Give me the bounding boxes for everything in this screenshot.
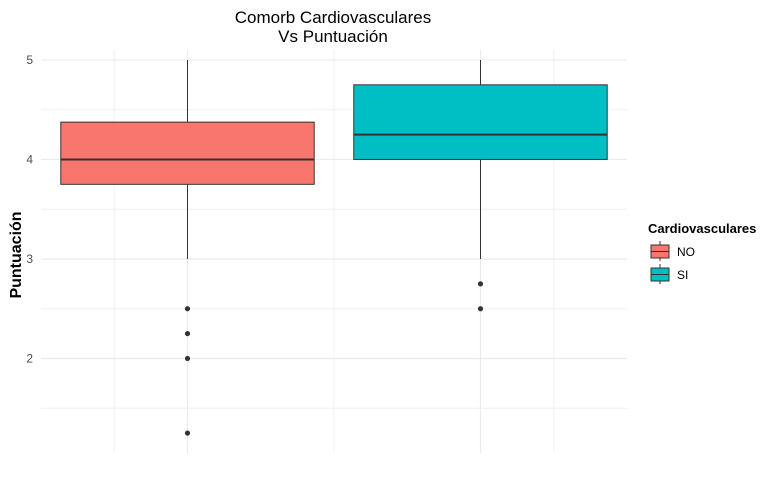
chart-title: Comorb Cardiovasculares	[235, 8, 432, 27]
legend-label: NO	[677, 245, 695, 259]
legend-item-si: SI	[650, 264, 688, 284]
outlier-point	[477, 281, 484, 287]
y-tick-label: 2	[26, 351, 33, 365]
box-iqr	[60, 121, 315, 185]
y-tick-label: 4	[26, 152, 33, 166]
legend-title: Cardiovasculares	[648, 221, 756, 236]
box-group-no	[60, 59, 315, 436]
legend: Cardiovasculares NO SI	[648, 221, 756, 284]
chart-subtitle: Vs Puntuación	[278, 27, 388, 46]
outlier-point	[184, 355, 191, 362]
outlier-point	[477, 306, 484, 312]
legend-label: SI	[677, 268, 688, 282]
y-axis-label: Puntuación	[8, 211, 25, 298]
box-iqr	[353, 84, 608, 160]
box-series	[60, 59, 608, 436]
y-tick-label: 3	[26, 252, 33, 266]
outlier-point	[184, 306, 191, 312]
y-tick-labels: 2 3 4 5	[26, 53, 33, 366]
outlier-point	[184, 430, 191, 436]
box-group-si	[353, 59, 608, 312]
legend-item-no: NO	[650, 241, 695, 261]
outlier-point	[184, 330, 191, 337]
y-tick-label: 5	[26, 53, 33, 67]
